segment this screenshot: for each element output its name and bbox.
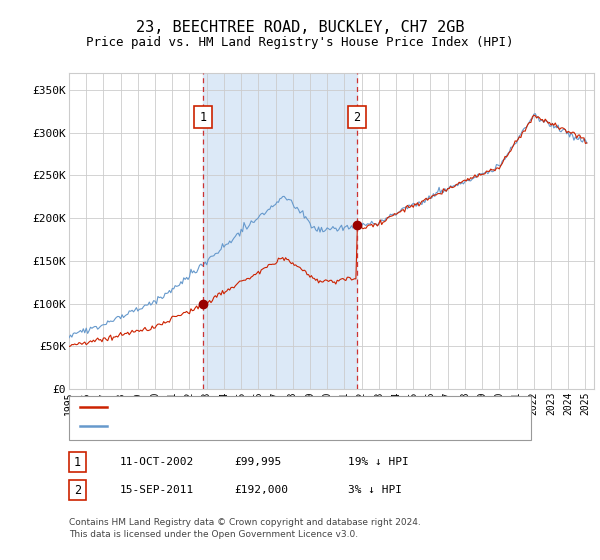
Text: 3% ↓ HPI: 3% ↓ HPI bbox=[348, 485, 402, 495]
Text: 19% ↓ HPI: 19% ↓ HPI bbox=[348, 457, 409, 467]
Text: 15-SEP-2011: 15-SEP-2011 bbox=[120, 485, 194, 495]
Text: 23, BEECHTREE ROAD, BUCKLEY, CH7 2GB: 23, BEECHTREE ROAD, BUCKLEY, CH7 2GB bbox=[136, 20, 464, 35]
Text: 1: 1 bbox=[199, 110, 206, 124]
Text: 1: 1 bbox=[74, 455, 81, 469]
Text: £99,995: £99,995 bbox=[234, 457, 281, 467]
Text: 2: 2 bbox=[74, 483, 81, 497]
Text: HPI: Average price, detached house, Flintshire: HPI: Average price, detached house, Flin… bbox=[114, 421, 401, 431]
Text: Contains HM Land Registry data © Crown copyright and database right 2024.
This d: Contains HM Land Registry data © Crown c… bbox=[69, 518, 421, 539]
Bar bbox=[203, 73, 356, 389]
Text: 2: 2 bbox=[353, 110, 360, 124]
Text: Price paid vs. HM Land Registry's House Price Index (HPI): Price paid vs. HM Land Registry's House … bbox=[86, 36, 514, 49]
Text: £192,000: £192,000 bbox=[234, 485, 288, 495]
Text: 23, BEECHTREE ROAD, BUCKLEY, CH7 2GB (detached house): 23, BEECHTREE ROAD, BUCKLEY, CH7 2GB (de… bbox=[114, 402, 445, 412]
Text: 11-OCT-2002: 11-OCT-2002 bbox=[120, 457, 194, 467]
